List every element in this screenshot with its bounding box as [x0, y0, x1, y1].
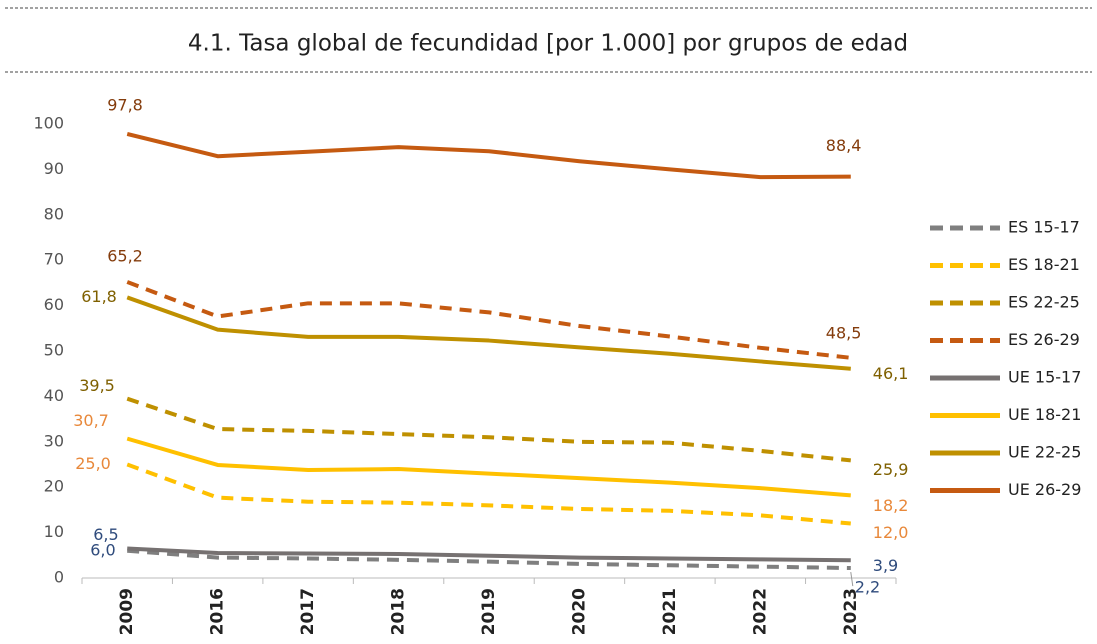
y-tick-label: 50 [44, 341, 64, 360]
leader-line [850, 571, 854, 587]
y-tick-label: 10 [44, 522, 64, 541]
series-line [126, 436, 851, 498]
x-tick-label: 2022 [750, 588, 770, 635]
y-tick-label: 80 [44, 204, 64, 223]
series-line [126, 396, 851, 463]
legend-label: UE 18-21 [1008, 405, 1081, 424]
legend-label: ES 18-21 [1008, 255, 1080, 274]
series-line [126, 462, 851, 526]
data-label: 2,2 [855, 578, 880, 597]
data-label: 88,4 [826, 136, 862, 155]
legend-label: UE 26-29 [1008, 480, 1081, 499]
x-tick-label: 2009 [117, 588, 137, 635]
y-tick-label: 90 [44, 159, 64, 178]
x-tick-label: 2021 [660, 588, 680, 635]
y-tick-label: 100 [33, 114, 64, 133]
data-label: 6,5 [93, 525, 118, 544]
data-label: 12,0 [873, 523, 909, 542]
series-line [127, 548, 851, 571]
x-tick-label: 2016 [208, 588, 228, 635]
y-tick-label: 60 [44, 295, 64, 314]
x-tick-label: 2019 [479, 588, 499, 635]
x-tick-label: 2017 [298, 588, 318, 635]
series-line [126, 132, 851, 180]
legend-label: ES 26-29 [1008, 330, 1080, 349]
data-label: 30,7 [73, 411, 109, 430]
x-tick-label: 2020 [569, 588, 589, 635]
data-label: 18,2 [873, 496, 909, 515]
y-tick-label: 70 [44, 250, 64, 269]
series-line [126, 295, 851, 371]
series-line [127, 546, 851, 563]
data-label: 65,2 [107, 246, 143, 265]
data-label: 3,9 [873, 556, 898, 575]
y-tick-label: 30 [44, 431, 64, 450]
y-tick-label: 0 [54, 568, 64, 587]
data-label: 25,0 [75, 454, 111, 473]
legend-label: UE 15-17 [1008, 368, 1081, 387]
data-label: 25,9 [873, 460, 909, 479]
x-tick-label: 2023 [841, 588, 861, 635]
series-line [126, 280, 851, 360]
legend-label: ES 15-17 [1008, 218, 1080, 237]
data-label: 48,5 [826, 323, 862, 342]
data-label: 6,0 [90, 540, 115, 559]
data-label: 97,8 [107, 95, 143, 114]
legend-label: UE 22-25 [1008, 443, 1081, 462]
y-tick-label: 20 [44, 477, 64, 496]
x-tick-label: 2018 [389, 588, 409, 635]
y-tick-label: 40 [44, 386, 64, 405]
data-label: 46,1 [873, 364, 909, 383]
chart-title: 4.1. Tasa global de fecundidad [por 1.00… [188, 31, 908, 57]
data-label: 39,5 [79, 376, 115, 395]
legend-label: ES 22-25 [1008, 293, 1080, 312]
data-label: 61,8 [81, 287, 117, 306]
